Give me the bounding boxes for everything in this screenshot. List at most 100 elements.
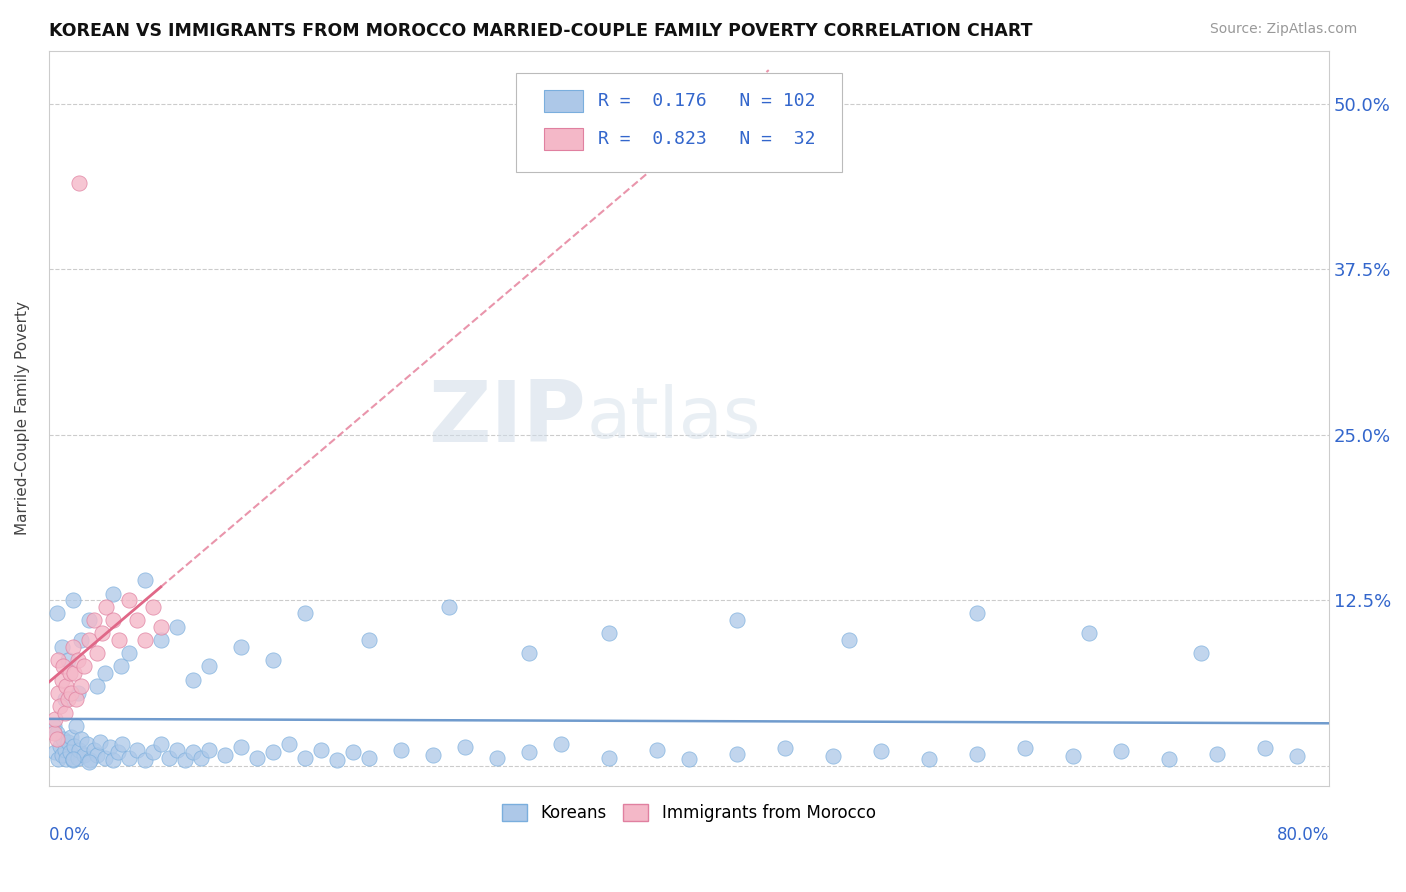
Text: Source: ZipAtlas.com: Source: ZipAtlas.com — [1209, 22, 1357, 37]
Point — [1254, 741, 1277, 756]
Point — [48, 686, 70, 700]
Point — [918, 752, 941, 766]
Point — [149, 620, 172, 634]
Point — [44, 746, 66, 760]
Point — [65, 692, 87, 706]
Point — [67, 176, 90, 190]
Point — [101, 586, 124, 600]
Point — [56, 653, 79, 667]
Point — [485, 750, 508, 764]
Point — [73, 748, 96, 763]
Point — [134, 574, 156, 588]
Point — [79, 753, 101, 767]
Point — [58, 665, 80, 680]
Point — [107, 746, 129, 760]
Point — [181, 673, 204, 687]
Point — [52, 732, 75, 747]
Point — [66, 750, 89, 764]
Point — [294, 607, 316, 621]
Point — [725, 747, 748, 761]
Text: R =  0.176   N = 102: R = 0.176 N = 102 — [598, 92, 815, 110]
Point — [56, 735, 79, 749]
Point — [454, 740, 477, 755]
Point — [69, 632, 91, 647]
Point — [66, 653, 89, 667]
Point — [49, 699, 72, 714]
Point — [389, 743, 412, 757]
Point — [53, 706, 76, 720]
Text: atlas: atlas — [586, 384, 761, 452]
Point — [60, 686, 83, 700]
Point — [53, 743, 76, 757]
Point — [56, 692, 79, 706]
Point — [69, 732, 91, 747]
Point — [190, 750, 212, 764]
Point — [118, 593, 141, 607]
Point — [65, 719, 87, 733]
Point — [229, 640, 252, 654]
Point — [821, 749, 844, 764]
Point — [309, 743, 332, 757]
Text: R =  0.823   N =  32: R = 0.823 N = 32 — [598, 130, 815, 148]
Point — [598, 750, 620, 764]
Point — [773, 741, 796, 756]
Point — [51, 748, 73, 763]
Point — [118, 646, 141, 660]
Point — [76, 738, 98, 752]
Point — [725, 613, 748, 627]
Point — [149, 632, 172, 647]
Point — [1285, 749, 1308, 764]
Point — [44, 712, 66, 726]
Point — [67, 743, 90, 757]
Point — [90, 626, 112, 640]
Point — [63, 739, 86, 753]
Point — [86, 679, 108, 693]
Point — [51, 640, 73, 654]
Point — [134, 753, 156, 767]
Point — [966, 747, 988, 761]
Point — [598, 626, 620, 640]
Point — [357, 632, 380, 647]
Point — [173, 753, 195, 767]
Point — [149, 738, 172, 752]
Point — [98, 740, 121, 755]
Point — [62, 752, 84, 766]
Point — [357, 750, 380, 764]
Point — [83, 743, 105, 757]
Point — [51, 673, 73, 687]
Point — [197, 659, 219, 673]
Point — [1014, 741, 1036, 756]
Point — [197, 743, 219, 757]
Point — [142, 746, 165, 760]
Point — [1062, 749, 1084, 764]
Point — [86, 748, 108, 763]
Point — [86, 646, 108, 660]
Text: 80.0%: 80.0% — [1277, 826, 1329, 844]
Point — [66, 686, 89, 700]
Point — [166, 620, 188, 634]
Point — [42, 725, 65, 739]
FancyBboxPatch shape — [516, 73, 842, 172]
Point — [89, 735, 111, 749]
Point — [142, 599, 165, 614]
Point — [214, 748, 236, 763]
Point — [437, 599, 460, 614]
Point — [966, 607, 988, 621]
Point — [45, 607, 67, 621]
Point — [77, 613, 100, 627]
Point — [125, 613, 148, 627]
Point — [678, 752, 700, 766]
Point — [262, 746, 284, 760]
Point — [246, 750, 269, 764]
Text: KOREAN VS IMMIGRANTS FROM MOROCCO MARRIED-COUPLE FAMILY POVERTY CORRELATION CHAR: KOREAN VS IMMIGRANTS FROM MOROCCO MARRIE… — [49, 22, 1033, 40]
Point — [262, 653, 284, 667]
Point — [134, 632, 156, 647]
Point — [157, 750, 180, 764]
Point — [550, 738, 572, 752]
FancyBboxPatch shape — [544, 89, 582, 112]
Point — [77, 755, 100, 769]
Point — [53, 692, 76, 706]
Point — [94, 750, 117, 764]
Point — [94, 665, 117, 680]
Point — [342, 746, 364, 760]
